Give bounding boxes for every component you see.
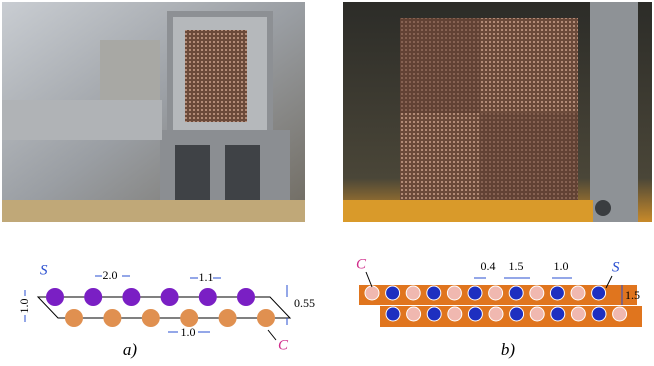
particle [407, 307, 421, 321]
particle [406, 286, 420, 300]
particle [468, 286, 482, 300]
particle [199, 288, 217, 306]
particle [530, 286, 544, 300]
species-label: S [612, 259, 620, 275]
particle [550, 286, 564, 300]
particle [103, 309, 121, 327]
dimension-label: 1.0 [17, 299, 31, 314]
species-label: C [356, 256, 367, 272]
particle [448, 307, 462, 321]
particle [122, 288, 140, 306]
dimension-label: 2.0 [103, 268, 118, 282]
dimension-label: 1.1 [199, 270, 214, 284]
particle [365, 286, 379, 300]
particle [427, 307, 441, 321]
particle [65, 309, 83, 327]
particle [510, 307, 524, 321]
particle [489, 307, 503, 321]
particle [592, 307, 606, 321]
particle [571, 286, 585, 300]
particle [571, 307, 585, 321]
particle [142, 309, 160, 327]
dimension-label: 1.0 [554, 259, 569, 273]
figure: S 2.0 1.1 0.55 1.0 1.0 C a) C 0.4 1.5 1.… [0, 0, 654, 366]
particle [427, 286, 441, 300]
panel-label: b) [501, 340, 516, 359]
dimension-label: 1.0 [181, 325, 196, 339]
panel-label: a) [123, 340, 138, 359]
particle [613, 307, 627, 321]
particle [530, 307, 544, 321]
particle [447, 286, 461, 300]
dimension-label: 0.55 [294, 296, 315, 310]
species-label: S [40, 262, 48, 278]
dimension-label: 1.5 [625, 288, 640, 302]
particle [257, 309, 275, 327]
photo-left [2, 2, 305, 222]
particle [386, 307, 400, 321]
particle [489, 286, 503, 300]
particle [468, 307, 482, 321]
photo-right [343, 2, 652, 222]
diagram-b [359, 285, 642, 327]
particle [161, 288, 179, 306]
species-label: C [278, 337, 289, 353]
particle [219, 309, 237, 327]
particle [592, 286, 606, 300]
particle [237, 288, 255, 306]
particle [46, 288, 64, 306]
particle [386, 286, 400, 300]
particle [84, 288, 102, 306]
particle [551, 307, 565, 321]
dimension-label: 0.4 [481, 259, 496, 273]
diagram-a [38, 288, 290, 327]
dimension-label: 1.5 [509, 259, 524, 273]
particle [509, 286, 523, 300]
